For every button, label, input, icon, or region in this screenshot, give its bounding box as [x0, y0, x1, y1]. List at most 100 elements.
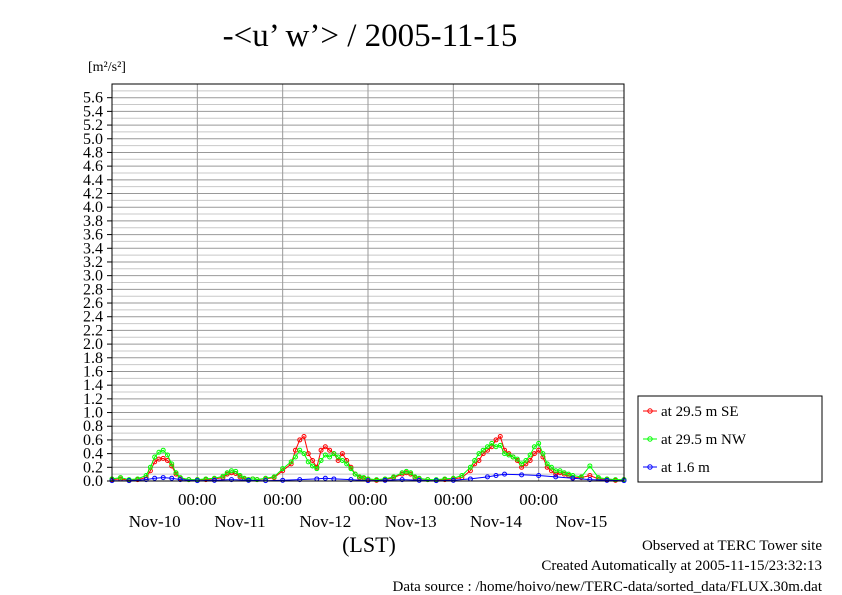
- y-tick-label: 4.8: [83, 144, 103, 161]
- data-point: [169, 475, 175, 481]
- data-point: [587, 477, 593, 483]
- data-point: [531, 451, 537, 457]
- data-point: [233, 468, 239, 474]
- data-point: [391, 474, 397, 480]
- y-tick-label: 2.0: [83, 336, 103, 353]
- data-point: [339, 451, 345, 457]
- data-point: [288, 459, 294, 465]
- x-time-tick: 00:00: [349, 490, 388, 509]
- legend-label: at 1.6 m: [661, 460, 710, 476]
- data-point: [527, 452, 533, 458]
- data-point: [352, 471, 358, 477]
- data-point: [301, 451, 307, 457]
- data-point: [314, 466, 320, 472]
- y-tick-label: 4.4: [83, 172, 103, 189]
- data-point: [318, 457, 324, 463]
- data-point: [561, 470, 567, 476]
- y-axis-unit: [m²/s²]: [88, 60, 126, 75]
- y-tick-label: 0.6: [83, 432, 103, 449]
- data-point: [228, 477, 234, 483]
- y-tick-label: 1.2: [83, 391, 103, 408]
- data-point: [459, 473, 465, 479]
- data-point: [472, 457, 478, 463]
- y-tick-label: 2.8: [83, 281, 103, 298]
- data-point: [160, 475, 166, 481]
- data-point: [506, 452, 512, 458]
- data-point: [280, 466, 286, 472]
- x-time-tick: 00:00: [434, 490, 473, 509]
- data-point: [220, 473, 226, 479]
- legend-swatch-marker: [647, 464, 653, 470]
- data-point: [476, 451, 482, 457]
- x-date-label: Nov-12: [299, 512, 351, 531]
- vertical-gridlines: [196, 84, 540, 481]
- y-tick-label: 5.2: [83, 117, 103, 134]
- data-point: [540, 451, 546, 457]
- x-date-label: Nov-15: [555, 512, 607, 531]
- data-point: [305, 459, 311, 465]
- y-tick-label: 2.6: [83, 295, 103, 312]
- y-tick-label: 4.2: [83, 186, 103, 203]
- data-point: [339, 457, 345, 463]
- legend-box: [637, 395, 823, 483]
- x-time-tick: 00:00: [519, 490, 558, 509]
- data-point: [502, 471, 508, 477]
- y-tick-label: 3.0: [83, 268, 103, 285]
- data-point: [344, 461, 350, 467]
- y-tick-label: 0.2: [83, 459, 103, 476]
- series-3: [109, 471, 627, 484]
- x-time-tick: 00:00: [178, 490, 217, 509]
- data-point: [467, 468, 473, 474]
- data-point: [322, 444, 328, 450]
- data-point: [519, 472, 525, 478]
- data-point: [156, 449, 162, 455]
- x-date-label: Nov-11: [214, 512, 265, 531]
- data-point: [147, 464, 153, 470]
- data-point: [523, 457, 529, 463]
- footer-observed: Observed at TERC Tower site: [642, 538, 822, 554]
- data-point: [160, 455, 166, 461]
- data-point: [327, 447, 333, 453]
- data-point: [271, 474, 277, 480]
- legend-label: at 29.5 m NW: [661, 432, 747, 448]
- footer-source: Data source : /home/hoivo/new/TERC-data/…: [393, 579, 823, 595]
- legend-swatch-marker: [647, 436, 653, 442]
- data-point: [361, 475, 367, 481]
- data-point: [408, 470, 414, 476]
- data-point: [467, 464, 473, 470]
- data-point: [310, 463, 316, 469]
- y-tick-label: 4.6: [83, 158, 103, 175]
- legend-items: at 29.5 m SE at 29.5 m NW at 1.6 m: [643, 404, 747, 476]
- data-point: [612, 477, 618, 483]
- y-tick-label: 1.6: [83, 363, 103, 380]
- data-point: [301, 434, 307, 440]
- data-point: [160, 447, 166, 453]
- data-point: [536, 447, 542, 453]
- data-point: [493, 473, 499, 479]
- y-tick-label: 5.6: [83, 90, 103, 107]
- data-point: [510, 454, 516, 460]
- data-point: [118, 475, 124, 481]
- data-point: [327, 454, 333, 460]
- data-point: [519, 461, 525, 467]
- data-point: [587, 463, 593, 469]
- data-point: [331, 451, 337, 457]
- x-time-tick: 00:00: [263, 490, 302, 509]
- x-axis-label: (LST): [342, 532, 396, 557]
- legend-label: at 29.5 m SE: [661, 404, 739, 420]
- data-point: [570, 473, 576, 479]
- data-point: [416, 477, 422, 483]
- data-point: [297, 477, 303, 483]
- y-tick-label: 3.2: [83, 254, 103, 271]
- data-point: [173, 470, 179, 476]
- y-tick-label: 0.8: [83, 418, 103, 435]
- data-point: [164, 452, 170, 458]
- data-point: [374, 477, 380, 483]
- data-point: [544, 461, 550, 467]
- data-point: [310, 457, 316, 463]
- data-point: [519, 464, 525, 470]
- data-point: [322, 452, 328, 458]
- y-tick-label: 5.4: [83, 103, 103, 120]
- data-point: [497, 434, 503, 440]
